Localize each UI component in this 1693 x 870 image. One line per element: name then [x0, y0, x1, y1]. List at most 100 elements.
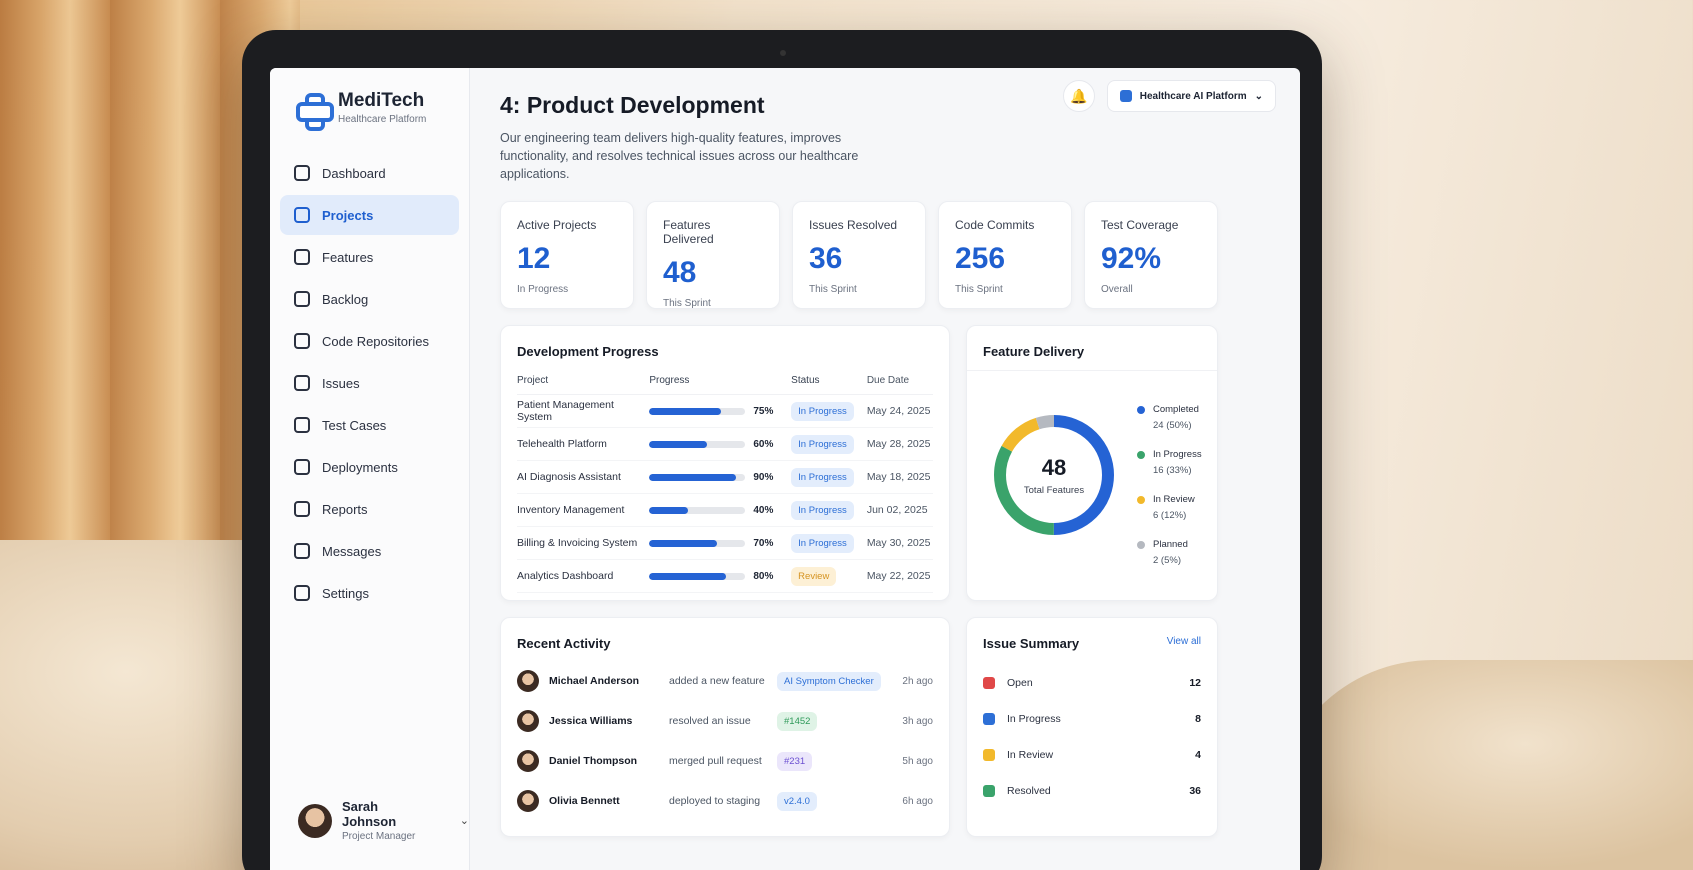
issue-status-icon [983, 749, 995, 761]
sidebar-item-reports[interactable]: Reports [280, 489, 459, 529]
sidebar-item-settings[interactable]: Settings [280, 573, 459, 613]
stat-sub: This Sprint [809, 284, 857, 295]
due-date: May 28, 2025 [866, 438, 931, 450]
stat-label: Issues Resolved [809, 218, 898, 232]
activity-time: 6h ago [902, 795, 933, 807]
sidebar-item-messages[interactable]: Messages [280, 531, 459, 571]
view-all-link[interactable]: View all [1166, 636, 1201, 647]
activity-tag[interactable]: #1452 [777, 711, 818, 731]
sidebar-item-label: Test Cases [322, 417, 387, 433]
sidebar-item-test-cases[interactable]: Test Cases [280, 405, 459, 445]
donut-legend: Completed 24 (50%) In Progress 16 (33%) In R… [1137, 404, 1202, 584]
bell-icon[interactable]: 🔔 [1062, 80, 1095, 112]
donut-total-label: Total Features [1023, 484, 1085, 496]
sidebar-item-label: Code Repositories [322, 333, 429, 349]
status-cell: In Progress [791, 533, 867, 553]
due-date: May 18, 2025 [866, 471, 931, 483]
column-header: Due Date [866, 375, 910, 386]
stat-card: Features Delivered 48 This Sprint [646, 201, 780, 309]
status-badge: In Progress [791, 500, 854, 520]
donut-center: 48 Total Features [989, 410, 1119, 540]
issue-status-icon [983, 713, 995, 725]
test-icon [294, 417, 310, 433]
issue-status-label: Resolved [1007, 785, 1051, 797]
progress-percent: 75% [753, 405, 774, 417]
table-row[interactable]: Telehealth Platform 60% In Progress May 28,… [517, 428, 933, 461]
progress-cell: 80% [649, 571, 791, 582]
sidebar-item-deployments[interactable]: Deployments [280, 447, 459, 487]
brand[interactable]: MediTech Healthcare Platform [270, 90, 469, 131]
user-name: Sarah Johnson [341, 799, 397, 829]
card-title: Feature Delivery [983, 344, 1085, 359]
table-row[interactable]: Patient Management System 75% In Progress M… [517, 395, 933, 428]
user-role: Project Manager [341, 831, 416, 842]
backlog-icon [294, 291, 310, 307]
sidebar-item-backlog[interactable]: Backlog [280, 279, 459, 319]
sidebar-item-issues[interactable]: Issues [280, 363, 459, 403]
legend-label: Planned [1153, 539, 1188, 550]
activity-tag[interactable]: v2.4.0 [777, 791, 817, 811]
stat-card: Active Projects 12 In Progress [500, 201, 634, 309]
table-row[interactable]: Inventory Management 40% In Progress Jun 02… [517, 494, 933, 527]
table-row[interactable]: Analytics Dashboard 80% Review May 22, 2025 [517, 560, 933, 593]
stat-value: 92% [1101, 242, 1162, 275]
feature-donut-chart [994, 415, 1114, 535]
table-row[interactable]: AI Diagnosis Assistant 90% In Progress May … [517, 461, 933, 494]
list-item[interactable]: Olivia Bennett deployed to staging v2.4.0 6… [517, 781, 933, 821]
table-row[interactable]: Billing & Invoicing System 70% In Progress… [517, 527, 933, 560]
status-cell: In Progress [791, 434, 867, 454]
chevron-down-icon[interactable]: ⌄ [459, 815, 469, 827]
brand-subtitle: Healthcare Platform [338, 114, 427, 125]
progress-fill [649, 506, 688, 514]
list-item[interactable]: Jessica Williams resolved an issue #1452 3h… [517, 701, 933, 741]
progress-cell: 40% [649, 505, 791, 516]
activity-tag-cell: v2.4.0 [777, 791, 897, 811]
activity-action: deployed to staging [669, 795, 761, 807]
legend-value: 24 (50%) [1153, 420, 1192, 431]
avatar [517, 710, 539, 732]
sidebar-item-code-repositories[interactable]: Code Repositories [280, 321, 459, 361]
project-name: Inventory Management [517, 504, 625, 516]
stat-label: Active Projects [517, 218, 597, 232]
platform-selector[interactable]: Healthcare AI Platform ⌄ [1106, 80, 1276, 112]
messages-icon [294, 543, 310, 559]
progress-fill [649, 473, 736, 481]
card-title: Development Progress [517, 344, 659, 359]
topbar: 🔔 Healthcare AI Platform ⌄ [1062, 80, 1276, 112]
sidebar-item-projects[interactable]: Projects [280, 195, 459, 235]
progress-bar [649, 440, 746, 448]
donut-total: 48 [1041, 454, 1067, 480]
list-item[interactable]: Michael Anderson added a new feature AI Sy… [517, 661, 933, 701]
column-header: Status [791, 375, 820, 386]
brand-name: MediTech [338, 90, 425, 111]
issue-summary-item[interactable]: In Review 4 [983, 737, 1201, 773]
list-item[interactable]: Daniel Thompson merged pull request #231 5h… [517, 741, 933, 781]
sidebar-nav: Dashboard Projects Features Backlog Code Rep… [270, 153, 469, 613]
activity-user: Daniel Thompson [549, 755, 638, 767]
legend-row: Completed [1137, 404, 1202, 415]
legend-row: Planned [1137, 539, 1202, 550]
platform-label: Healthcare AI Platform [1139, 90, 1247, 102]
feature-delivery-card: Feature Delivery 48 Total Features Compl… [966, 325, 1218, 601]
legend-item: In Review 6 (12%) [1137, 494, 1202, 521]
sidebar-item-features[interactable]: Features [280, 237, 459, 277]
issue-summary-item[interactable]: In Progress 8 [983, 701, 1201, 737]
activity-tag[interactable]: AI Symptom Checker [777, 671, 881, 691]
activity-time: 2h ago [902, 675, 933, 687]
progress-percent: 80% [753, 570, 774, 582]
progress-fill [649, 407, 722, 415]
status-cell: In Progress [791, 500, 867, 520]
issue-summary-item[interactable]: Open 12 [983, 665, 1201, 701]
sidebar-item-dashboard[interactable]: Dashboard [280, 153, 459, 193]
progress-bar [649, 407, 746, 415]
user-menu[interactable]: Sarah Johnson Project Manager ⌄ [298, 799, 469, 842]
project-name: Analytics Dashboard [517, 570, 614, 582]
progress-fill [649, 572, 727, 580]
main-content: 🔔 Healthcare AI Platform ⌄ 4: Product De… [470, 68, 1300, 870]
platform-icon [1119, 90, 1132, 102]
legend-value: 16 (33%) [1153, 465, 1192, 476]
progress-bar [649, 473, 746, 481]
issue-count: 4 [1195, 749, 1201, 761]
issue-summary-item[interactable]: Resolved 36 [983, 773, 1201, 809]
activity-tag[interactable]: #231 [777, 751, 813, 771]
